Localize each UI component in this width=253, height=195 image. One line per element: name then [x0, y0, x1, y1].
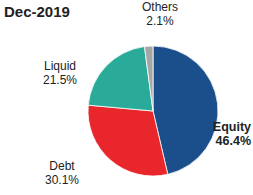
slice [144, 46, 153, 111]
data-label: 30.1% [45, 173, 79, 187]
slice [88, 47, 153, 111]
title: Dec-2019 [4, 3, 70, 20]
slice [88, 105, 168, 176]
category-label: Debt [49, 159, 75, 173]
category-label: Equity [213, 120, 251, 134]
category-label: Liquid [44, 59, 76, 73]
chart: Dec-2019 Equity46.4% Debt30.1% Liquid21.5% O… [0, 0, 253, 195]
category-label: Others [142, 0, 178, 14]
data-label: 21.5% [43, 73, 77, 87]
data-label: 2.1% [146, 14, 174, 28]
data-label: 46.4% [216, 134, 251, 148]
slices [88, 46, 218, 176]
